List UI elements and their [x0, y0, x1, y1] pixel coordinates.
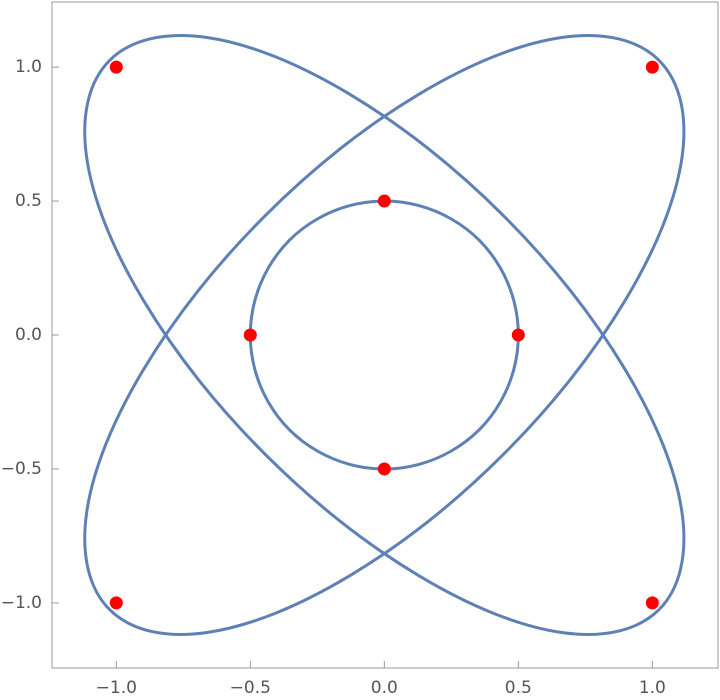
x-tick-label: 0.0: [371, 678, 398, 698]
curve: [248, 199, 520, 471]
curve: [83, 34, 686, 636]
point: [645, 60, 659, 74]
x-tick-label: −0.5: [230, 678, 271, 698]
point: [511, 328, 525, 342]
point: [645, 596, 659, 610]
x-tick-label: −1.0: [96, 678, 137, 698]
point: [243, 328, 257, 342]
y-tick-label: −1.0: [1, 593, 42, 613]
y-tick-label: 0.0: [15, 325, 42, 345]
plot-area: [83, 34, 686, 636]
point: [109, 596, 123, 610]
y-tick-label: 0.5: [15, 191, 42, 211]
point: [109, 60, 123, 74]
point: [377, 462, 391, 476]
curve: [83, 34, 686, 636]
x-tick-label: 0.5: [505, 678, 532, 698]
x-tick-label: 1.0: [639, 678, 666, 698]
point: [377, 194, 391, 208]
y-tick-label: −0.5: [1, 459, 42, 479]
y-tick-label: 1.0: [15, 57, 42, 77]
plot-frame: [51, 1, 719, 669]
